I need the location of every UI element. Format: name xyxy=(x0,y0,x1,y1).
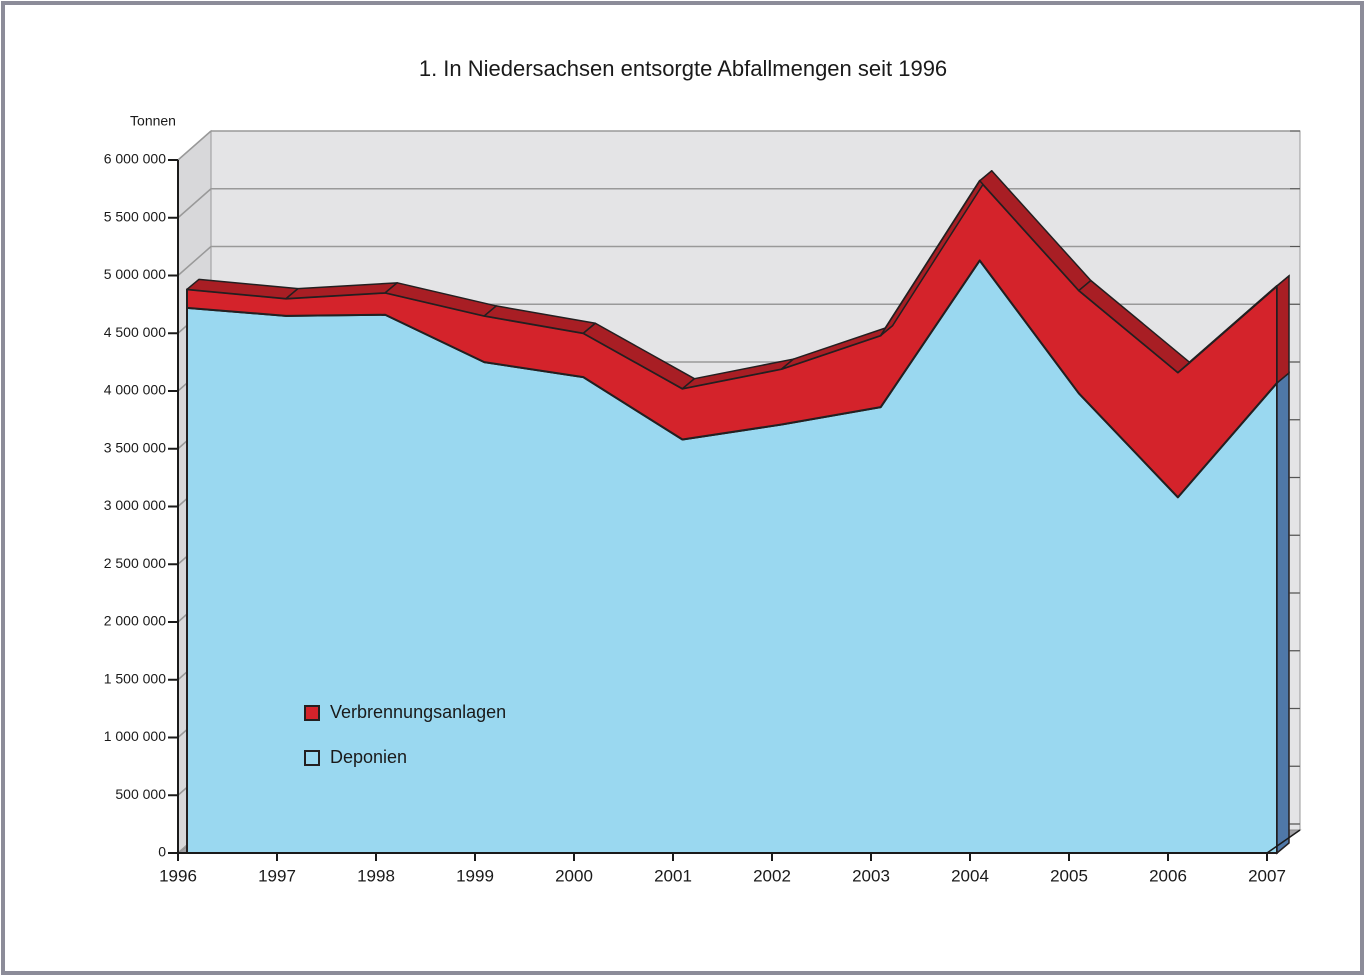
grid-line xyxy=(177,188,212,219)
area-side xyxy=(1276,274,1290,385)
x-tick-label: 1997 xyxy=(258,866,296,885)
x-tick-label: 2004 xyxy=(951,866,989,885)
y-axis-label: Tonnen xyxy=(130,113,176,129)
grid-line xyxy=(177,245,212,277)
x-tick-label: 1999 xyxy=(456,866,494,885)
x-tick-label: 1996 xyxy=(159,866,197,885)
y-tick-label: 4 500 000 xyxy=(104,324,166,340)
y-tick-label: 3 000 000 xyxy=(104,497,166,513)
y-tick-label: 6 000 000 xyxy=(104,151,166,167)
y-tick-label: 1 000 000 xyxy=(104,728,166,744)
legend-swatch xyxy=(304,705,320,721)
x-tick-label: 2005 xyxy=(1050,866,1088,885)
y-tick-label: 5 000 000 xyxy=(104,266,166,282)
y-tick-label: 500 000 xyxy=(115,786,166,802)
y-tick-label: 3 500 000 xyxy=(104,439,166,455)
legend-swatch xyxy=(304,750,320,766)
x-tick-label: 2001 xyxy=(654,866,692,885)
grid-line xyxy=(177,130,212,161)
x-tick-label: 2002 xyxy=(753,866,791,885)
y-tick-label: 5 500 000 xyxy=(104,208,166,224)
legend-label: Deponien xyxy=(330,747,407,767)
y-tick-label: 0 xyxy=(158,844,166,860)
x-tick-label: 2000 xyxy=(555,866,593,885)
x-tick-label: 2007 xyxy=(1248,866,1286,885)
chart-title: 1. In Niedersachsen entsorgte Abfallmeng… xyxy=(419,56,947,81)
y-tick-label: 1 500 000 xyxy=(104,670,166,686)
legend-label: Verbrennungsanlagen xyxy=(330,702,506,722)
floor-edge xyxy=(1266,829,1301,854)
x-tick-label: 1998 xyxy=(357,866,395,885)
y-tick-label: 4 000 000 xyxy=(104,382,166,398)
y-tick-label: 2 000 000 xyxy=(104,613,166,629)
x-tick-label: 2003 xyxy=(852,866,890,885)
x-tick-label: 2006 xyxy=(1149,866,1187,885)
y-tick-label: 2 500 000 xyxy=(104,555,166,571)
area-side xyxy=(1276,371,1290,855)
